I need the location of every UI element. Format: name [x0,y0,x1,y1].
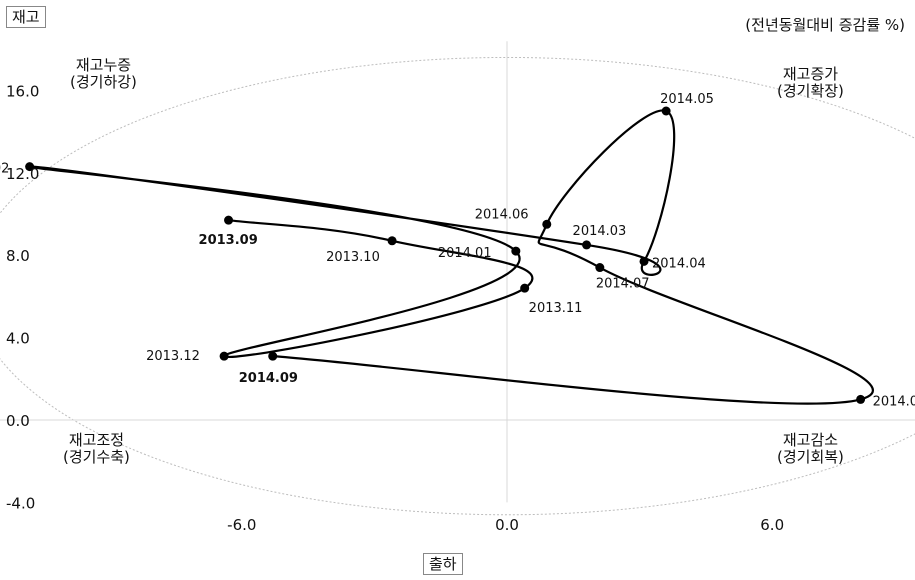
quadrant-top-left-title: 재고누증 [75,56,132,74]
quadrant-top-right-title: 재고증가 [782,65,839,83]
x-axis-title: 출하 [423,553,463,575]
quadrant-top-right: 재고증가 (경기확장) [777,66,844,100]
series-line [28,109,874,405]
quadrant-top-right-subtitle: (경기확장) [777,82,844,100]
point-label-2014.02: 2014.02 [0,162,9,177]
x-tick-label: -6.0 [227,516,256,534]
quadrant-bottom-left-title: 재고조정 [68,431,125,449]
quadrant-bottom-right: 재고감소 (경기회복) [777,432,844,466]
y-tick-label: 4.0 [6,330,30,348]
point-label-2013.12: 2013.12 [146,349,200,364]
data-point-2013.10 [387,236,397,246]
point-label-2014.04: 2014.04 [652,256,706,271]
data-point-2014.06 [542,219,552,229]
point-label-2013.09: 2013.09 [199,233,258,248]
data-point-2014.07 [595,263,605,273]
data-point-2013.12 [219,351,229,361]
point-label-2014.08: 2014.08 [873,394,915,409]
data-point-2014.01 [511,246,521,256]
point-label-2014.01: 2014.01 [438,246,492,261]
point-label-2013.10: 2013.10 [326,250,380,265]
y-tick-label: 8.0 [6,247,30,265]
quadrant-bottom-left: 재고조정 (경기수축) [63,432,130,466]
data-point-2014.04 [639,256,649,266]
unit-label: (전년동월대비 증감률 %) [745,16,905,34]
point-label-2014.05: 2014.05 [660,92,714,107]
data-point-2014.09 [268,351,278,361]
point-label-2013.11: 2013.11 [529,301,583,316]
quadrant-bottom-left-subtitle: (경기수축) [63,448,130,466]
data-point-2013.09 [224,215,234,225]
point-label-2014.07: 2014.07 [596,277,650,292]
quadrant-bottom-right-title: 재고감소 [782,431,839,449]
y-tick-label: 0.0 [6,412,30,430]
y-axis-title: 재고 [6,6,46,28]
y-tick-label: 12.0 [6,165,39,183]
point-label-2014.06: 2014.06 [475,207,529,222]
point-label-2014.03: 2014.03 [573,224,627,239]
y-tick-label: 16.0 [6,82,39,100]
x-tick-label: 0.0 [495,516,519,534]
x-tick-label: 6.0 [760,516,784,534]
data-point-2014.03 [582,240,592,250]
quadrant-bottom-right-subtitle: (경기회복) [777,448,844,466]
y-tick-label: -4.0 [6,494,35,512]
point-label-2014.09: 2014.09 [239,371,298,386]
data-point-2014.05 [661,106,671,116]
data-point-2014.08 [856,394,866,404]
data-point-2013.11 [520,283,530,293]
data-point-2014.02 [25,162,35,172]
quadrant-top-left: 재고누증 (경기하강) [70,57,137,91]
quadrant-top-left-subtitle: (경기하강) [70,73,137,91]
